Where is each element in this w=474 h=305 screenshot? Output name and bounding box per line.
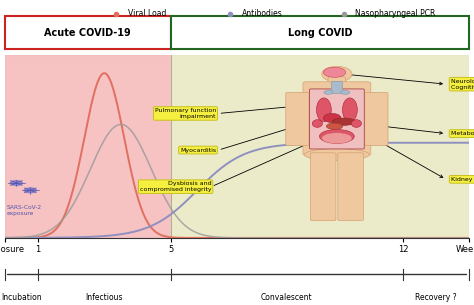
Text: Infectious: Infectious	[85, 293, 123, 302]
Ellipse shape	[323, 113, 341, 123]
FancyBboxPatch shape	[303, 82, 371, 155]
Text: Long COVID: Long COVID	[288, 28, 352, 38]
Text: Viral Load: Viral Load	[128, 9, 166, 18]
FancyBboxPatch shape	[328, 77, 346, 84]
Ellipse shape	[342, 98, 357, 122]
Text: Myocarditis: Myocarditis	[180, 148, 216, 152]
Text: Recovery ?: Recovery ?	[415, 293, 457, 302]
Ellipse shape	[324, 91, 333, 94]
Ellipse shape	[323, 67, 346, 77]
Ellipse shape	[317, 98, 331, 122]
Ellipse shape	[322, 66, 352, 82]
Text: Incubation: Incubation	[1, 293, 42, 302]
Text: SARS-CoV-2
exposure: SARS-CoV-2 exposure	[7, 205, 42, 216]
FancyBboxPatch shape	[331, 81, 342, 93]
Text: Pulmonary function
impairment: Pulmonary function impairment	[155, 108, 216, 119]
FancyBboxPatch shape	[171, 16, 469, 49]
Circle shape	[24, 188, 36, 193]
Text: Convalescent: Convalescent	[261, 293, 312, 302]
FancyBboxPatch shape	[310, 153, 336, 221]
Ellipse shape	[319, 129, 354, 143]
FancyBboxPatch shape	[5, 16, 171, 49]
Ellipse shape	[351, 120, 362, 127]
Bar	[171, 55, 469, 238]
Ellipse shape	[312, 120, 322, 127]
Text: Metabolic disorder: Metabolic disorder	[451, 131, 474, 136]
Text: Neurological damages and
Cognitive impairment: Neurological damages and Cognitive impai…	[451, 79, 474, 90]
Ellipse shape	[332, 118, 356, 125]
Text: Dysbiosis and
compromised integrity: Dysbiosis and compromised integrity	[140, 181, 211, 192]
FancyBboxPatch shape	[310, 89, 365, 149]
FancyBboxPatch shape	[286, 92, 309, 145]
Text: Antibodies: Antibodies	[242, 9, 283, 18]
Text: Nasopharyngeal PCR: Nasopharyngeal PCR	[356, 9, 436, 18]
Text: Kidney injury: Kidney injury	[451, 177, 474, 182]
Bar	[5, 55, 171, 238]
Circle shape	[10, 181, 22, 185]
Ellipse shape	[322, 133, 352, 144]
Ellipse shape	[341, 91, 350, 94]
Text: Acute COVID-19: Acute COVID-19	[44, 28, 131, 38]
Ellipse shape	[304, 149, 369, 160]
FancyBboxPatch shape	[338, 153, 364, 221]
Ellipse shape	[327, 123, 343, 129]
FancyBboxPatch shape	[365, 92, 388, 145]
